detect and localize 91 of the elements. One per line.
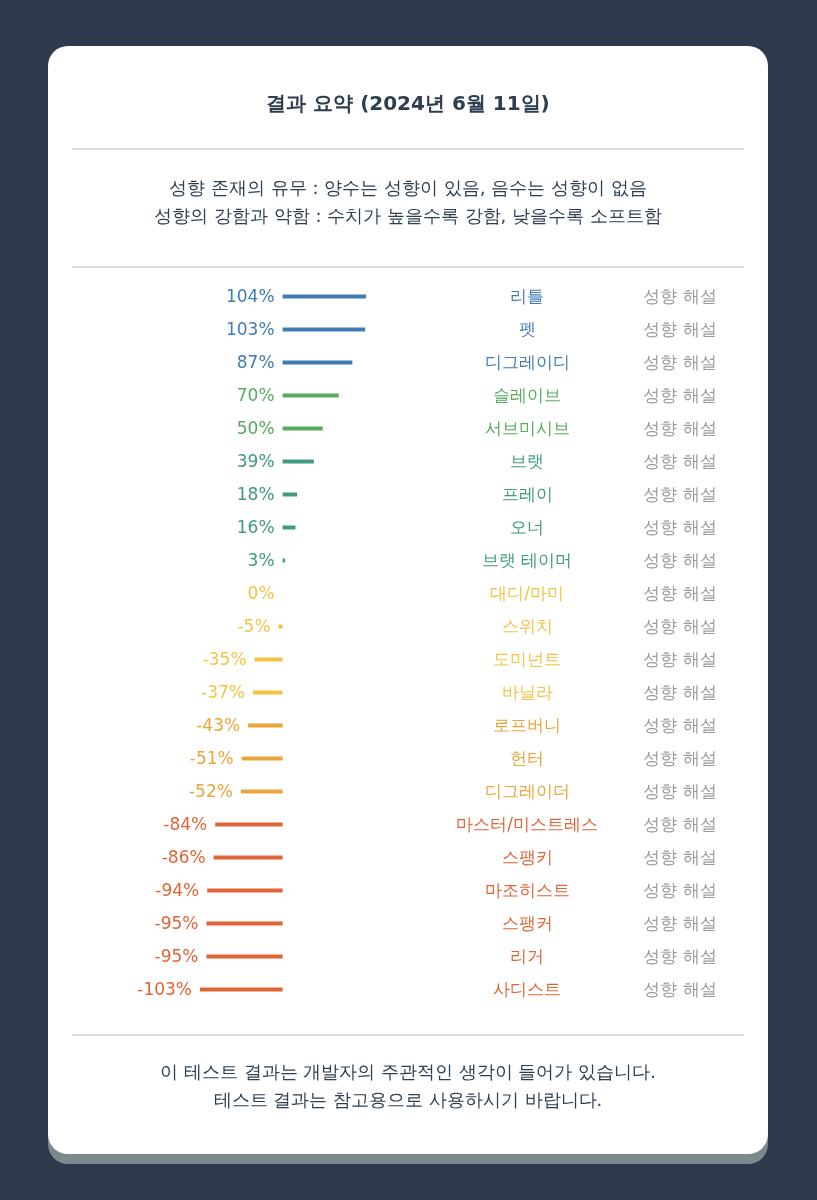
y-tick-label: 대디/마미	[490, 582, 564, 603]
data-label: -94%	[155, 879, 200, 900]
bar	[248, 723, 283, 728]
y-tick-label: 펫	[518, 318, 536, 339]
text: 성향 해설	[643, 912, 717, 933]
text: 성향의 강함과 약함 : 수치가 높을수록 강함, 낮을수록 소프트함	[153, 204, 663, 228]
bar	[282, 393, 339, 398]
data-label: -95%	[154, 945, 199, 966]
y-tick-label: 마조히스트	[484, 879, 570, 900]
data-label: 50%	[236, 417, 275, 438]
y-tick-label: 브랫 테이머	[481, 549, 573, 570]
y-tick-label: 디그레이더	[484, 780, 570, 801]
bar	[207, 888, 283, 893]
bar	[278, 624, 283, 629]
y-tick-label: 스팽키	[501, 846, 553, 867]
data-label: -95%	[154, 912, 199, 933]
text: 테스트 결과는 참고용으로 사용하시기 바랍니다.	[212, 1088, 604, 1112]
data-label: -84%	[163, 813, 208, 834]
data-label: 70%	[236, 384, 275, 405]
y-tick-label: 로프버니	[493, 714, 561, 735]
y-tick-label: 브랫	[510, 450, 544, 471]
text: 성향 해설	[643, 879, 717, 900]
text: 이 테스트 결과는 개발자의 주관적인 생각이 들어가 있습니다.	[159, 1060, 657, 1084]
text: 성향 해설	[643, 483, 717, 504]
text: 성향 해설	[643, 615, 717, 636]
bar	[254, 657, 283, 662]
y-tick-label: 디그레이디	[484, 351, 570, 372]
text: 성향 해설	[643, 681, 717, 702]
text: 성향 해설	[643, 846, 717, 867]
y-tick-label: 스팽커	[501, 912, 553, 933]
data-label: -5%	[237, 615, 271, 636]
y-tick-label: 프레이	[501, 483, 553, 504]
data-label: -43%	[196, 714, 241, 735]
text: 성향 해설	[643, 780, 717, 801]
bar	[282, 459, 314, 464]
y-tick-label: 리거	[510, 945, 544, 966]
data-label: 87%	[236, 351, 275, 372]
y-tick-label: 헌터	[510, 747, 544, 768]
y-tick-label: 리틀	[510, 285, 544, 306]
text: 성향 해설	[643, 318, 717, 339]
data-label: -37%	[201, 681, 245, 702]
y-tick-label: 마스터/미스트레스	[456, 813, 598, 834]
text: 성향 해설	[643, 945, 717, 966]
data-label: -86%	[161, 846, 206, 867]
bar	[282, 426, 323, 431]
text: 성향 해설	[643, 978, 717, 999]
text: 성향 해설	[643, 549, 717, 570]
bar	[206, 954, 283, 959]
bar	[282, 525, 296, 530]
bar	[282, 294, 366, 299]
bar	[215, 822, 283, 827]
text: 성향 해설	[643, 813, 717, 834]
text: 성향 해설	[643, 516, 717, 537]
text: 성향 해설	[643, 582, 717, 603]
data-label: -51%	[189, 747, 234, 768]
text: 성향 해설	[643, 417, 717, 438]
text: 성향 해설	[643, 285, 717, 306]
data-label: 16%	[236, 516, 275, 537]
y-tick-label: 도미넌트	[493, 648, 561, 669]
data-label: 103%	[225, 318, 275, 339]
text: 성향 해설	[643, 714, 717, 735]
y-tick-label: 서브미시브	[484, 417, 570, 438]
text: 성향 해설	[643, 450, 717, 471]
data-label: -35%	[202, 648, 247, 669]
data-label: 3%	[247, 549, 275, 570]
text: 결과 요약 (2024년 6월 11일)	[265, 90, 551, 117]
data-label: 0%	[247, 582, 275, 603]
text: 성향 해설	[643, 648, 717, 669]
bar	[240, 789, 283, 794]
y-tick-label: 사디스트	[493, 978, 561, 999]
bar	[282, 327, 366, 332]
bar	[241, 756, 283, 761]
text: 성향 해설	[643, 351, 717, 372]
y-tick-label: 오너	[510, 516, 544, 537]
y-tick-label: 바닐라	[501, 681, 553, 702]
bar	[213, 855, 283, 860]
data-label: 39%	[236, 450, 275, 471]
bar	[282, 492, 298, 497]
y-tick-label: 슬레이브	[493, 384, 561, 405]
data-label: 18%	[236, 483, 275, 504]
data-label: 104%	[225, 285, 275, 306]
bar	[200, 987, 283, 992]
text: 성향 해설	[643, 747, 717, 768]
bar	[282, 360, 353, 365]
data-label: -52%	[188, 780, 233, 801]
bar	[206, 921, 283, 926]
text: 성향 해설	[643, 384, 717, 405]
y-tick-label: 스위치	[501, 615, 553, 636]
text: 성향 존재의 유무 : 양수는 성향이 있음, 음수는 성향이 없음	[168, 176, 648, 200]
data-label: -103%	[137, 978, 192, 999]
bar	[252, 690, 283, 695]
